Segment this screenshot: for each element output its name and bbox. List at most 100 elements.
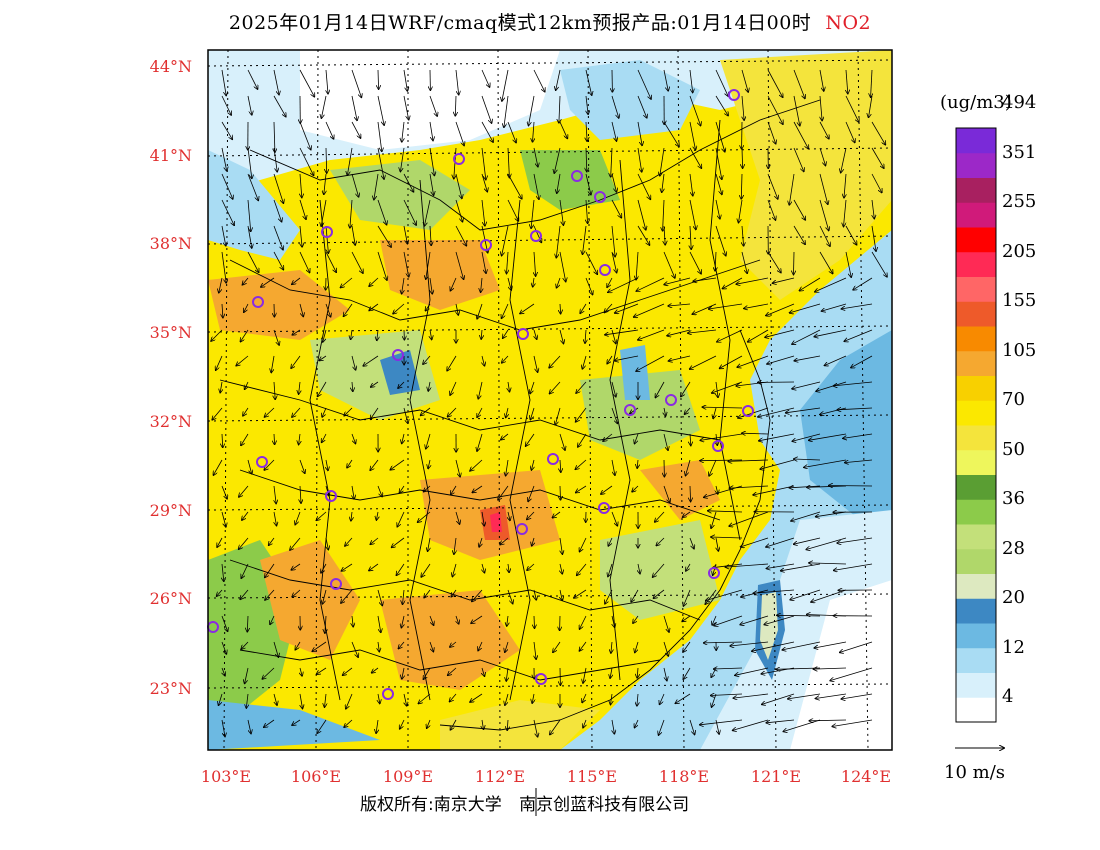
wind-vector bbox=[871, 173, 882, 193]
wind-vector bbox=[507, 173, 522, 199]
wind-vector bbox=[403, 95, 409, 120]
wind-vector bbox=[611, 459, 615, 475]
wind-vector bbox=[773, 277, 795, 283]
wind-vector bbox=[530, 381, 535, 394]
wind-vector bbox=[583, 667, 587, 683]
wind-vector bbox=[241, 641, 249, 649]
wind-vector bbox=[638, 329, 665, 340]
city-marker bbox=[708, 567, 720, 579]
copyright-company: 南京创蓝科技有限公司 bbox=[519, 795, 690, 815]
wind-vector bbox=[527, 563, 535, 570]
latitude-labels: 44°N 41°N 38°N 35°N 32°N 29°N 26°N 23°N bbox=[150, 57, 192, 698]
city-marker bbox=[530, 230, 542, 242]
colorbar-label: 255 bbox=[1002, 191, 1037, 213]
wind-vector bbox=[505, 641, 509, 652]
wind-vector bbox=[663, 615, 669, 632]
wind-vector bbox=[261, 277, 275, 287]
boundary-lines bbox=[219, 99, 821, 731]
wind-vector bbox=[451, 485, 457, 495]
wind-vector bbox=[607, 355, 613, 364]
wind-vector bbox=[550, 719, 561, 735]
wind-vector bbox=[716, 537, 718, 551]
wind-vector bbox=[557, 277, 561, 288]
wind-vector bbox=[533, 121, 535, 142]
wind-vector bbox=[273, 641, 278, 657]
wind-vector bbox=[418, 693, 431, 704]
pollutant-label: NO2 bbox=[825, 12, 872, 34]
wind-vector bbox=[819, 251, 833, 274]
wind-vector bbox=[344, 719, 353, 727]
lon-label: 115°E bbox=[567, 767, 617, 786]
wind-vector bbox=[767, 251, 781, 273]
wind-vector bbox=[273, 95, 286, 117]
wind-vector bbox=[470, 459, 483, 471]
wind-vector bbox=[221, 95, 231, 115]
wind-vector bbox=[325, 615, 326, 633]
wind-vector bbox=[324, 173, 326, 194]
wind-vector bbox=[300, 693, 303, 709]
wind-vector bbox=[247, 459, 252, 474]
wind-vector bbox=[403, 251, 409, 277]
wind-vector bbox=[477, 407, 483, 417]
wind-vector bbox=[781, 563, 821, 571]
wind-vector bbox=[611, 641, 612, 653]
wind-vector bbox=[635, 641, 639, 653]
wind-vector bbox=[637, 173, 650, 199]
wind-vector bbox=[715, 719, 719, 734]
wind-vector bbox=[585, 69, 592, 95]
wind-vector bbox=[765, 329, 795, 337]
colorbar-swatch bbox=[956, 128, 996, 154]
wind-vector bbox=[374, 173, 379, 200]
city-marker bbox=[712, 440, 724, 452]
wind-vector bbox=[481, 199, 485, 226]
wind-vector bbox=[871, 251, 887, 277]
wind-vector bbox=[816, 381, 847, 391]
wind-vector bbox=[456, 303, 458, 315]
wind-vector bbox=[832, 719, 873, 727]
wind-vector bbox=[246, 693, 248, 708]
wind-vector bbox=[265, 563, 275, 577]
wind-vector bbox=[377, 225, 391, 247]
wind-vector bbox=[559, 199, 563, 225]
wind-vector bbox=[450, 719, 457, 730]
wind-vector bbox=[553, 641, 561, 652]
wind-vector bbox=[816, 693, 847, 699]
wind-vector bbox=[663, 121, 679, 146]
wind-vector bbox=[502, 303, 509, 318]
wind-vector bbox=[274, 511, 277, 526]
wind-vector bbox=[213, 459, 223, 475]
wind-vector bbox=[222, 433, 223, 447]
wind-vector bbox=[503, 329, 509, 338]
wind-vector bbox=[715, 147, 722, 179]
wind-vector bbox=[845, 459, 873, 463]
wind-vector bbox=[369, 277, 379, 286]
wind-vector bbox=[321, 563, 327, 573]
wind-vector bbox=[814, 329, 847, 337]
wind-vector bbox=[245, 381, 248, 389]
wind-vector bbox=[447, 355, 457, 371]
colorbar-swatch bbox=[956, 251, 996, 277]
colorbar-label: 28 bbox=[1002, 537, 1025, 559]
wind-vector bbox=[559, 121, 567, 138]
wind-vector bbox=[273, 199, 282, 222]
wind-vector bbox=[766, 537, 795, 547]
wind-vector bbox=[448, 667, 457, 675]
wind-vector bbox=[605, 589, 613, 604]
wind-vector bbox=[637, 199, 646, 230]
wind-vector bbox=[759, 433, 795, 441]
wind-vector bbox=[241, 433, 249, 445]
wind-vector bbox=[450, 277, 457, 291]
wind-vector bbox=[470, 693, 483, 702]
wind-vector bbox=[265, 589, 275, 600]
wind-vector bbox=[611, 329, 616, 344]
wind-vector bbox=[247, 199, 251, 231]
wind-vector bbox=[793, 225, 805, 244]
wind-vector bbox=[429, 173, 434, 195]
city-marker bbox=[480, 239, 492, 251]
wind-vector bbox=[819, 121, 829, 139]
wind-vector bbox=[247, 173, 258, 200]
wind-vector bbox=[299, 433, 300, 445]
colorbar-swatch bbox=[956, 623, 996, 649]
wind-vector bbox=[326, 69, 328, 94]
wind-vector bbox=[221, 69, 226, 96]
